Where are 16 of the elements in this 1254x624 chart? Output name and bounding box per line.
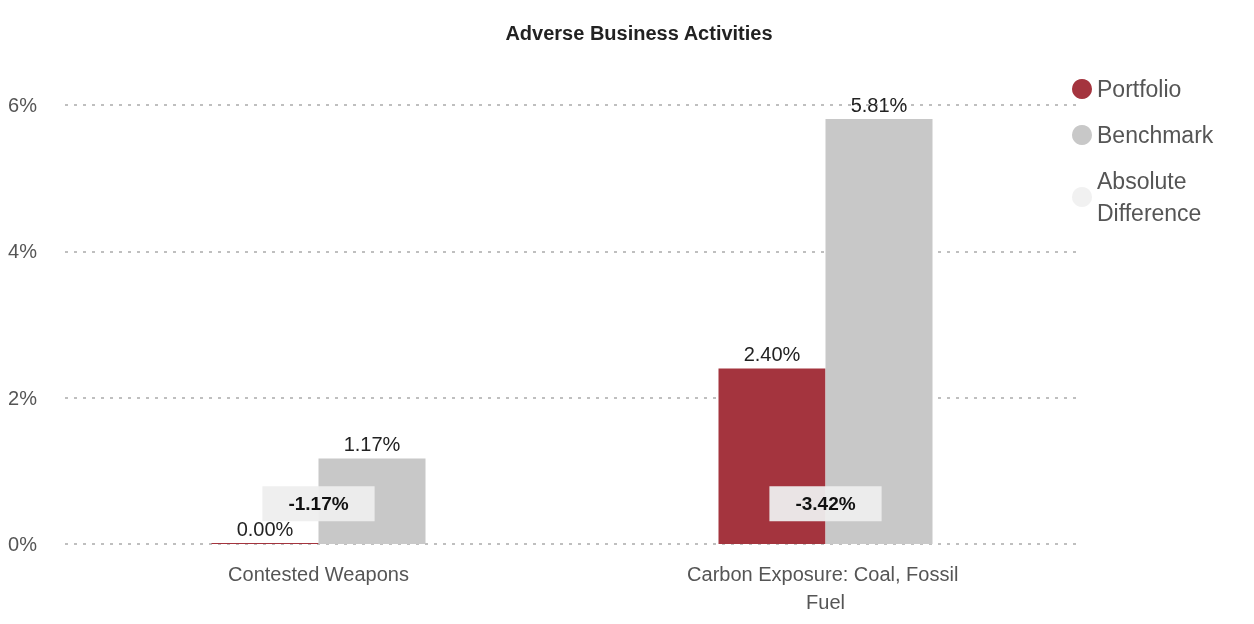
y-tick-label: 0% bbox=[8, 533, 38, 555]
x-tick-label: Carbon Exposure: Coal, Fossil Fuel bbox=[687, 563, 964, 613]
data-label: 1.17% bbox=[343, 433, 401, 456]
legend-label: Benchmark bbox=[1097, 122, 1214, 148]
data-label: 0.00% bbox=[236, 518, 294, 540]
y-tick-label: 6% bbox=[8, 94, 38, 116]
data-label: 5.81% bbox=[850, 93, 908, 116]
annotation: -3.42% bbox=[795, 493, 856, 515]
annotation: -1.17% bbox=[288, 493, 349, 515]
data-label: 2.40% bbox=[743, 343, 801, 366]
x-tick-label: Contested Weapons bbox=[228, 563, 409, 585]
legend-label: Absolute Difference bbox=[1097, 168, 1202, 226]
chart-title: Adverse Business Activities bbox=[505, 22, 773, 44]
y-tick-label: 4% bbox=[8, 240, 38, 263]
y-tick-label: 2% bbox=[8, 386, 38, 409]
legend-label: Portfolio bbox=[1097, 76, 1182, 102]
